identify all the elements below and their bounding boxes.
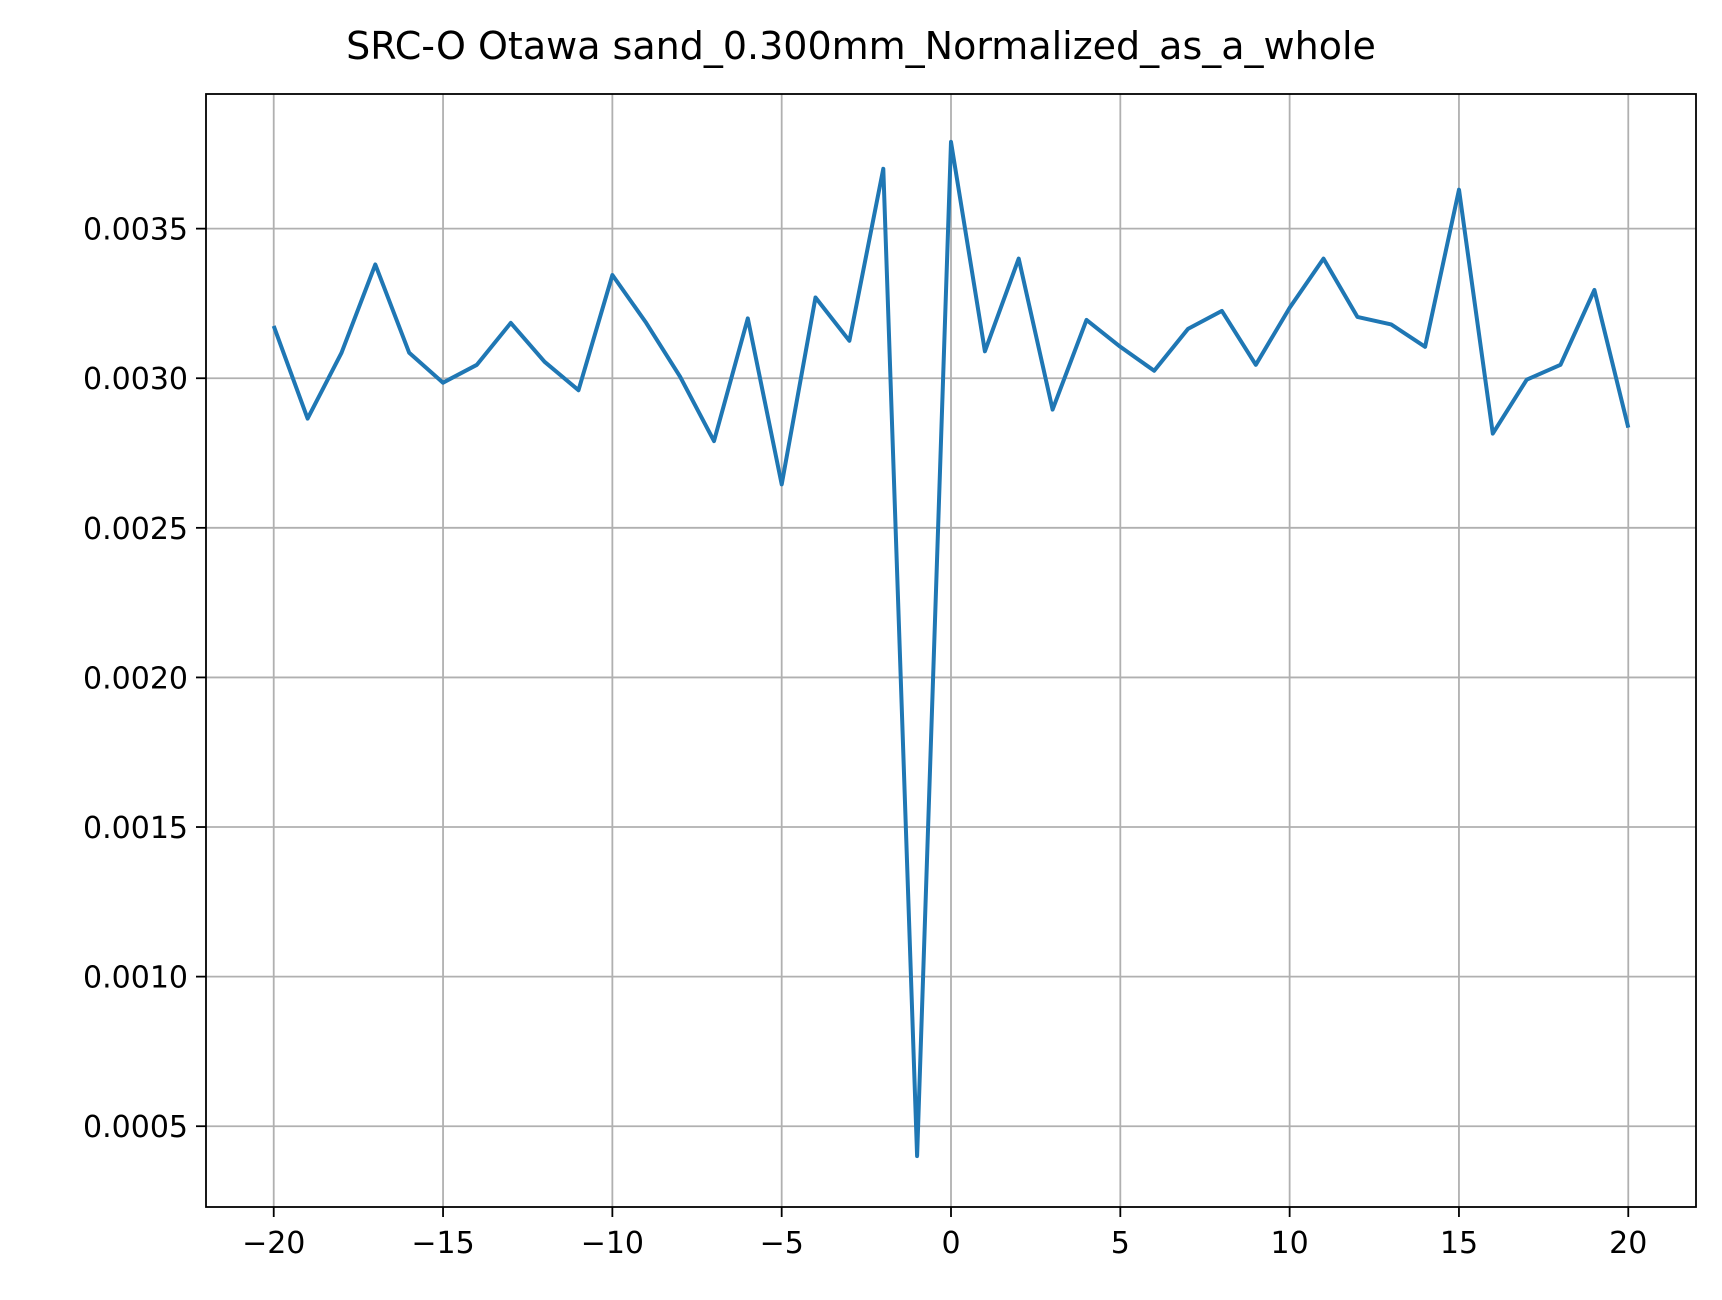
x-tick-label: −15	[411, 1226, 474, 1261]
data-point	[1086, 319, 1087, 320]
data-point	[917, 1156, 918, 1157]
data-point	[1594, 289, 1595, 290]
data-point	[307, 418, 308, 419]
x-tick-label: −10	[581, 1226, 644, 1261]
data-point	[578, 390, 579, 391]
data-point	[409, 352, 410, 353]
data-point	[1323, 258, 1324, 259]
data-point	[713, 441, 714, 442]
data-point	[1154, 370, 1155, 371]
x-tick-label: −5	[760, 1226, 804, 1261]
data-point	[1560, 364, 1561, 365]
data-point	[1255, 364, 1256, 365]
data-point	[849, 340, 850, 341]
data-point	[1425, 346, 1426, 347]
data-point	[1018, 258, 1019, 259]
data-point	[883, 168, 884, 169]
data-point	[375, 264, 376, 265]
data-point	[341, 352, 342, 353]
data-point	[1391, 324, 1392, 325]
data-point	[815, 297, 816, 298]
y-tick-label: 0.0010	[83, 961, 188, 996]
data-point	[1526, 379, 1527, 380]
x-tick-label: −20	[242, 1226, 305, 1261]
data-point	[1492, 433, 1493, 434]
y-tick-label: 0.0035	[83, 213, 188, 248]
data-point	[1120, 346, 1121, 347]
grid-lines	[206, 94, 1696, 1207]
series-line	[271, 139, 1631, 1159]
data-point	[544, 361, 545, 362]
axis-ticks: −20 −15 −10 −5 0 5 10 15 20 0.0005 0.0010 0.0015 0.0…	[83, 213, 1647, 1261]
y-tick-label: 0.0015	[83, 811, 188, 846]
data-point	[1052, 409, 1053, 410]
data-point	[1357, 316, 1358, 317]
data-point	[747, 318, 748, 319]
y-tick-label: 0.0005	[83, 1110, 188, 1145]
x-tick-label: 0	[941, 1226, 960, 1261]
chart-title: SRC-O Otawa sand_0.300mm_Normalized_as_a…	[346, 24, 1376, 68]
data-point	[1458, 189, 1459, 190]
data-point	[1289, 307, 1290, 308]
data-point	[781, 484, 782, 485]
data-point	[476, 364, 477, 365]
x-tick-label: 5	[1111, 1226, 1130, 1261]
data-point	[1188, 328, 1189, 329]
x-tick-label: 10	[1271, 1226, 1309, 1261]
y-tick-label: 0.0020	[83, 661, 188, 696]
data-point	[273, 325, 274, 326]
data-point	[1628, 427, 1629, 428]
series-layer	[271, 139, 1631, 1159]
data-point	[443, 382, 444, 383]
x-tick-label: 20	[1609, 1226, 1647, 1261]
data-point	[510, 322, 511, 323]
data-point	[646, 322, 647, 323]
data-point	[1221, 310, 1222, 311]
y-tick-label: 0.0025	[83, 512, 188, 547]
x-tick-label: 15	[1440, 1226, 1478, 1261]
data-point	[612, 275, 613, 276]
y-tick-label: 0.0030	[83, 362, 188, 397]
data-point	[680, 376, 681, 377]
data-point	[984, 351, 985, 352]
data-point	[951, 141, 952, 142]
